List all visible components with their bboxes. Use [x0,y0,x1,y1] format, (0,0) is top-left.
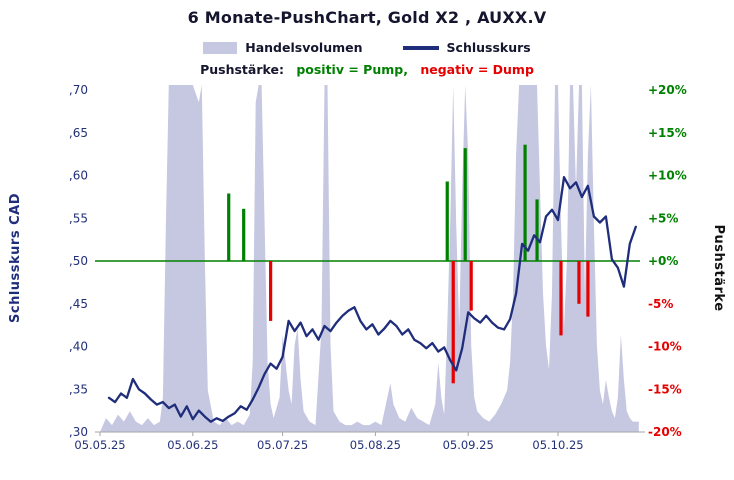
push-bar-dump [577,261,581,304]
left-tick-label: ,40 [69,340,88,354]
left-axis-title: Schlusskurs CAD [8,193,23,323]
push-bar-dump [469,261,473,311]
right-tick-label: +10% [648,169,687,183]
push-bar-pump [227,193,231,261]
x-tick-label: 05.09.25 [443,438,494,452]
left-tick-label: ,70 [69,83,88,97]
right-tick-label: +15% [648,126,687,140]
x-tick-label: 05.06.25 [167,438,218,452]
push-bar-pump [535,199,539,261]
pump-legend-text: positiv = Pump, [296,62,408,77]
legend-volume-label: Handelsvolumen [245,40,363,55]
dump-legend-text: negativ = Dump [420,62,534,77]
left-tick-label: ,50 [69,254,88,268]
push-bar-dump [269,261,273,321]
right-tick-label: +20% [648,83,687,97]
right-tick-label: -10% [648,340,682,354]
x-tick-label: 05.05.25 [74,438,125,452]
right-axis-title: Pushstärke [711,224,726,312]
volume-area [100,85,639,432]
x-tick-label: 05.08.25 [350,438,401,452]
left-tick-label: ,35 [69,382,88,396]
left-tick-label: ,30 [69,425,88,439]
legend-item-volume: Handelsvolumen [203,40,363,55]
legend: Handelsvolumen Schlusskurs [0,40,734,55]
push-bar-dump [451,261,455,384]
legend-item-price: Schlusskurs [402,40,531,55]
x-tick-label: 05.07.25 [257,438,308,452]
x-tick-label: 05.10.25 [532,438,583,452]
push-bar-dump [586,261,590,317]
right-tick-label: -20% [648,425,682,439]
right-tick-label: +0% [648,254,678,268]
push-bar-pump [463,148,467,261]
push-bar-pump [523,144,527,261]
left-tick-label: ,55 [69,211,88,225]
left-tick-label: ,65 [69,126,88,140]
left-tick-label: ,45 [69,297,88,311]
right-tick-label: -15% [648,382,682,396]
push-legend: Pushstärke: positiv = Pump, negativ = Du… [0,62,734,77]
price-line-swatch-icon [402,45,439,50]
legend-price-label: Schlusskurs [446,40,531,55]
price-line [107,176,637,423]
chart-title: 6 Monate-PushChart, Gold X2 , AUXX.V [187,8,547,27]
push-legend-label: Pushstärke: [200,62,284,77]
volume-swatch-icon [203,41,238,54]
push-bar-pump [445,181,449,261]
push-bar-dump [559,261,563,336]
left-tick-label: ,60 [69,169,88,183]
push-bar-pump [242,208,246,261]
right-tick-label: -5% [648,297,673,311]
right-tick-label: +5% [648,211,678,225]
